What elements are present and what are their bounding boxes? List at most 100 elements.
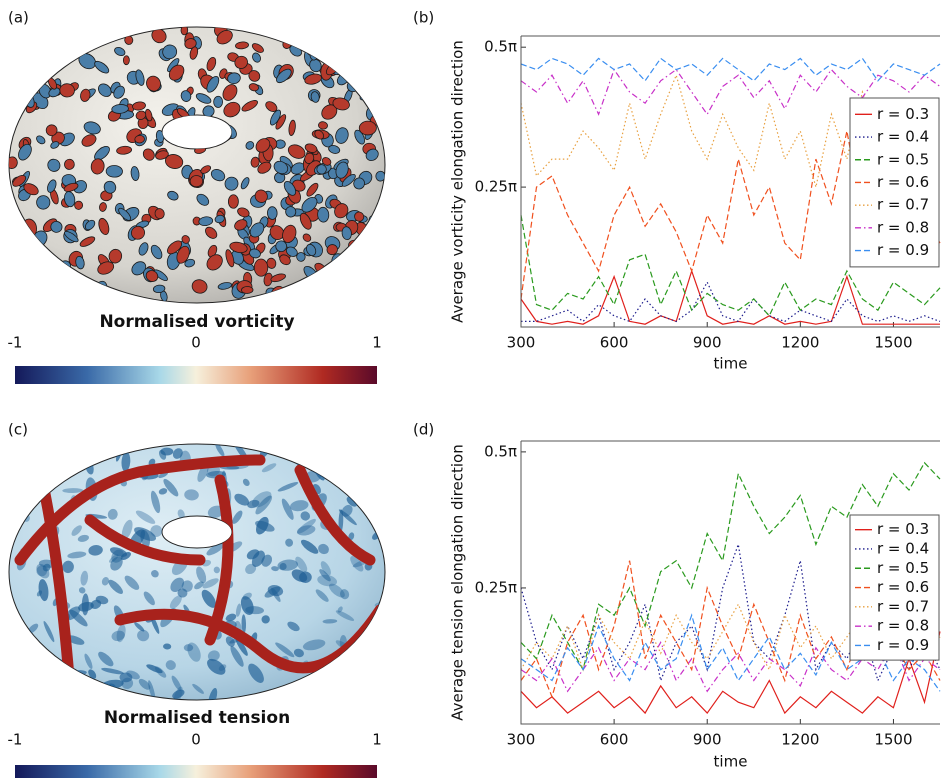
pattern-blob [245,141,255,150]
pattern-blob [171,675,182,691]
pattern-blob [164,154,184,169]
pattern-blob [151,570,159,578]
pattern-blob [169,595,182,609]
pattern-blob [167,240,183,255]
pattern-blob [312,279,320,298]
legend-label: r = 0.7 [877,196,929,214]
pattern-blob [20,62,31,71]
pattern-blob [142,148,155,161]
pattern-blob [261,554,273,567]
pattern-blob [109,554,119,563]
pattern-blob [111,104,129,114]
pattern-blob [360,258,370,269]
pattern-blob [134,134,145,144]
pattern-blob [110,556,123,571]
colorbar-title: Normalised tension [104,708,290,728]
pattern-blob [150,490,161,514]
colorbar-tick-label: 0 [191,334,201,352]
pattern-blob [158,449,167,460]
pattern-blob [306,243,317,257]
x-tick-label: 300 [507,731,536,749]
pattern-blob [206,130,221,139]
pattern-blob [326,244,338,256]
plot-frame [520,35,940,328]
pattern-blob [21,268,33,279]
pattern-blob [322,619,338,624]
pattern-blob [282,224,297,244]
pattern-blob [9,83,23,96]
pattern-blob [202,578,219,589]
pattern-blob [64,230,79,243]
y-axis-label: Average tension elongation direction [449,444,467,720]
pattern-blob [81,134,97,147]
pattern-blob [78,601,94,612]
pattern-blob [341,689,356,700]
pattern-blob [227,72,241,85]
pattern-blob [335,127,349,144]
pattern-blob [217,282,233,290]
x-tick-label: 900 [693,334,722,352]
pattern-blob [358,477,369,486]
pattern-blob [9,272,17,285]
pattern-blob [180,27,189,36]
pattern-blob [314,129,325,140]
panel-label: (c) [8,421,28,439]
colorbar-title: Normalised vorticity [99,312,294,332]
pattern-blob [323,42,334,52]
pattern-blob [285,206,297,218]
pattern-blob [36,49,50,64]
pattern-blob [37,51,51,68]
pattern-blob [198,216,214,227]
pattern-blob [27,623,39,634]
pattern-blob [138,678,151,690]
pattern-blob [290,500,309,512]
pattern-blob [196,193,210,206]
pattern-blob [177,588,188,598]
pattern-blob [90,158,105,175]
pattern-blob [47,271,58,285]
panel-label: (d) [413,421,434,439]
pattern-blob [339,589,350,600]
pattern-blob [285,246,298,257]
pattern-blob [237,207,250,218]
pattern-blob [214,214,225,224]
pattern-blob [223,101,241,118]
pattern-blob [39,455,53,474]
pattern-blob [98,651,114,667]
pattern-blob [155,150,169,160]
pattern-blob [150,244,163,260]
pattern-blob [234,55,248,69]
pattern-blob [291,569,308,583]
pattern-blob [206,254,223,271]
pattern-blob [318,543,329,555]
legend-label: r = 0.3 [877,105,929,123]
pattern-blob [242,592,252,600]
pattern-blob [132,101,146,111]
pattern-blob [332,97,350,111]
pattern-blob [235,636,248,656]
pattern-blob [48,31,56,49]
pattern-blob [80,88,91,102]
pattern-blob [317,574,338,587]
pattern-blob [121,451,131,472]
pattern-blob [304,143,318,153]
pattern-blob [316,164,327,175]
pattern-blob [207,658,226,675]
pattern-blob [201,589,217,608]
pattern-blob [357,35,371,46]
legend-label: r = 0.9 [877,241,929,259]
pattern-blob [202,105,215,118]
pattern-blob [273,160,289,175]
legend-label: r = 0.9 [877,636,929,654]
pattern-blob [130,166,140,181]
series-line [521,280,941,323]
pattern-blob [44,687,60,700]
pattern-blob [241,614,247,634]
pattern-blob [281,498,294,520]
pattern-blob [170,577,185,593]
pattern-blob [48,454,56,464]
pattern-blob [335,610,355,621]
pattern-blob [369,77,382,92]
pattern-blob [249,222,265,238]
